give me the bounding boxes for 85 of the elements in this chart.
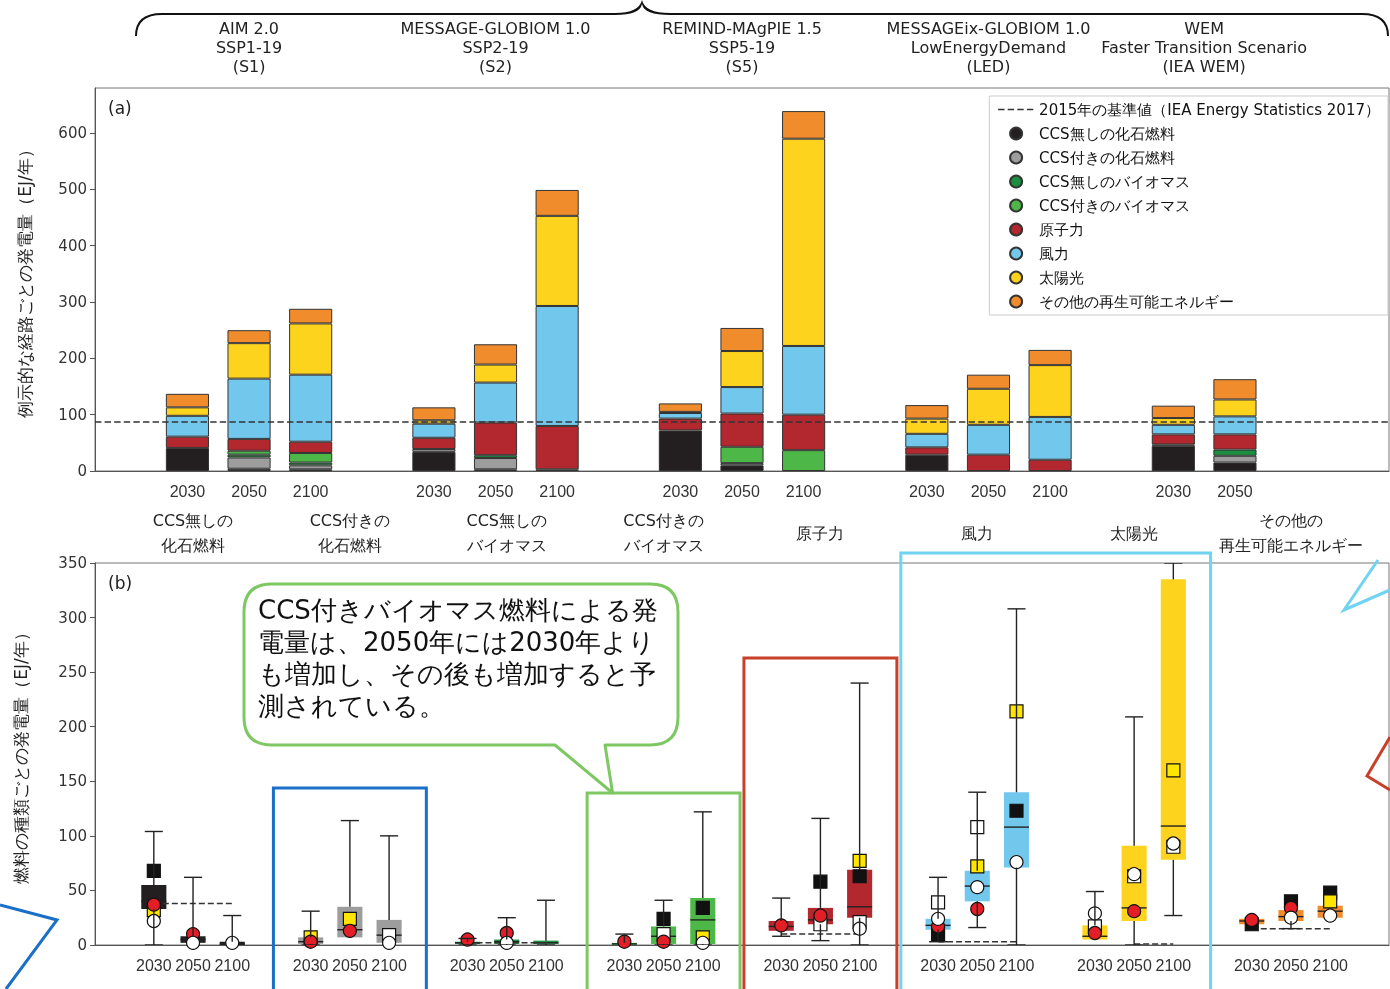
x-tick-label: 2030 bbox=[1155, 482, 1192, 500]
x-tick-label: 2030 bbox=[292, 956, 329, 974]
x-tick-label: 2050 bbox=[645, 956, 682, 974]
x-tick-label: 2030 bbox=[662, 482, 699, 500]
y-tick-label: 400 bbox=[58, 236, 87, 255]
x-tick-label: 2100 bbox=[214, 956, 251, 974]
text: REMIND-MAgPIE 1.5 SSP5-19 (S5) bbox=[662, 18, 822, 76]
x-tick-label: 2100 bbox=[528, 956, 564, 974]
y-tick-label: 300 bbox=[58, 293, 87, 312]
x-tick-label: 2100 bbox=[785, 482, 822, 500]
y-tick-label: 350 bbox=[58, 554, 87, 572]
x-tick-label: 2100 bbox=[539, 482, 576, 500]
x-tick-label: 2050 bbox=[231, 482, 267, 500]
text: CCS無しの bbox=[466, 511, 547, 530]
y-tick-label: 100 bbox=[58, 826, 87, 845]
x-tick-label: 2100 bbox=[841, 956, 878, 974]
x-tick-label: 2050 bbox=[1273, 956, 1309, 974]
y-tick-label: 200 bbox=[58, 717, 87, 736]
x-tick-label: 2100 bbox=[1032, 482, 1068, 500]
x-tick-label: 2050 bbox=[477, 482, 514, 500]
x-tick-label: 2050 bbox=[1217, 482, 1253, 500]
y-tick-label: 150 bbox=[58, 772, 87, 791]
x-tick-label: 2050 bbox=[1116, 956, 1153, 974]
x-tick-label: 2050 bbox=[802, 956, 839, 974]
x-tick-label: 2050 bbox=[332, 956, 368, 974]
text: AIM 2.0 SSP1-19 (S1) bbox=[215, 18, 283, 76]
y-tick-label: 0 bbox=[77, 936, 87, 954]
y-tick-label: 100 bbox=[58, 405, 87, 424]
legend-label: CCS無しのバイオマス bbox=[1039, 172, 1190, 191]
text: CCS無しの bbox=[152, 511, 234, 530]
text: MESSAGE-GLOBIOM 1.0 SSP2-19 (S2) bbox=[400, 18, 591, 76]
text: 風力 bbox=[961, 523, 994, 543]
legend-label: 原子力 bbox=[1039, 220, 1085, 239]
x-tick-label: 2030 bbox=[169, 482, 206, 500]
y-axis-title: 燃料の種類ごとの発電量（EJ/年） bbox=[10, 624, 31, 884]
text: 再生可能エネルギー bbox=[1218, 536, 1363, 555]
text: MESSAGEix-GLOBIOM 1.0 LowEnergyDemand (LED) bbox=[886, 18, 1091, 76]
x-tick-label: 2050 bbox=[959, 956, 996, 974]
text: 化石燃料 bbox=[161, 536, 226, 555]
legend-label: 風力 bbox=[1039, 244, 1070, 263]
y-tick-label: 0 bbox=[77, 462, 87, 480]
text: (b) bbox=[108, 572, 133, 593]
x-tick-label: 2030 bbox=[1077, 956, 1113, 974]
x-tick-label: 2030 bbox=[416, 482, 452, 500]
text: (a) bbox=[108, 97, 132, 118]
y-tick-label: 50 bbox=[67, 881, 87, 900]
legend-label: CCS付きのバイオマス bbox=[1039, 196, 1190, 215]
x-tick-label: 2100 bbox=[292, 482, 329, 500]
y-tick-label: 300 bbox=[58, 608, 87, 627]
y-tick-label: 500 bbox=[58, 180, 87, 199]
y-tick-label: 250 bbox=[58, 663, 87, 682]
x-tick-label: 2100 bbox=[998, 956, 1035, 974]
y-tick-label: 600 bbox=[58, 124, 87, 143]
text: バイオマス bbox=[622, 536, 704, 555]
x-tick-label: 2030 bbox=[763, 956, 800, 974]
x-tick-label: 2030 bbox=[909, 482, 945, 500]
x-tick-label: 2050 bbox=[970, 482, 1007, 500]
text: 太陽光 bbox=[1110, 523, 1159, 543]
text: CCS付きの bbox=[623, 511, 704, 530]
legend-label: CCS付きの化石燃料 bbox=[1039, 148, 1175, 167]
y-axis-title: 例示的な経路ごとの発電量（EJ/年） bbox=[14, 141, 35, 418]
text: 原子力 bbox=[796, 523, 845, 543]
x-tick-label: 2050 bbox=[488, 956, 525, 974]
text: WEM Faster Transition Scenario (IEA WEM) bbox=[1101, 18, 1307, 76]
x-tick-label: 2100 bbox=[1312, 956, 1349, 974]
legend-label: その他の再生可能エネルギー bbox=[1039, 292, 1235, 311]
x-tick-label: 2030 bbox=[606, 956, 643, 974]
text: CCS付きの bbox=[309, 511, 391, 530]
legend-label: 2015年の基準値（IEA Energy Statistics 2017） bbox=[1039, 100, 1381, 119]
legend-label: CCS無しの化石燃料 bbox=[1039, 124, 1175, 143]
text: その他の bbox=[1258, 511, 1323, 530]
x-tick-label: 2030 bbox=[1233, 956, 1270, 974]
annotation: CCS付きバイオマス燃料による発電量は、2050年には2030年よりも増加し、その後も増加すると予測されている。 bbox=[258, 594, 659, 722]
x-tick-label: 2050 bbox=[175, 956, 211, 974]
x-tick-label: 2100 bbox=[684, 956, 721, 974]
x-tick-label: 2100 bbox=[1155, 956, 1192, 974]
text: 化石燃料 bbox=[317, 536, 382, 555]
text: バイオマス bbox=[465, 536, 547, 555]
y-tick-label: 200 bbox=[58, 349, 87, 368]
x-tick-label: 2030 bbox=[449, 956, 486, 974]
x-tick-label: 2050 bbox=[724, 482, 760, 500]
x-tick-label: 2030 bbox=[136, 956, 172, 974]
legend-label: 太陽光 bbox=[1039, 268, 1085, 287]
x-tick-label: 2030 bbox=[920, 956, 956, 974]
x-tick-label: 2100 bbox=[371, 956, 407, 974]
